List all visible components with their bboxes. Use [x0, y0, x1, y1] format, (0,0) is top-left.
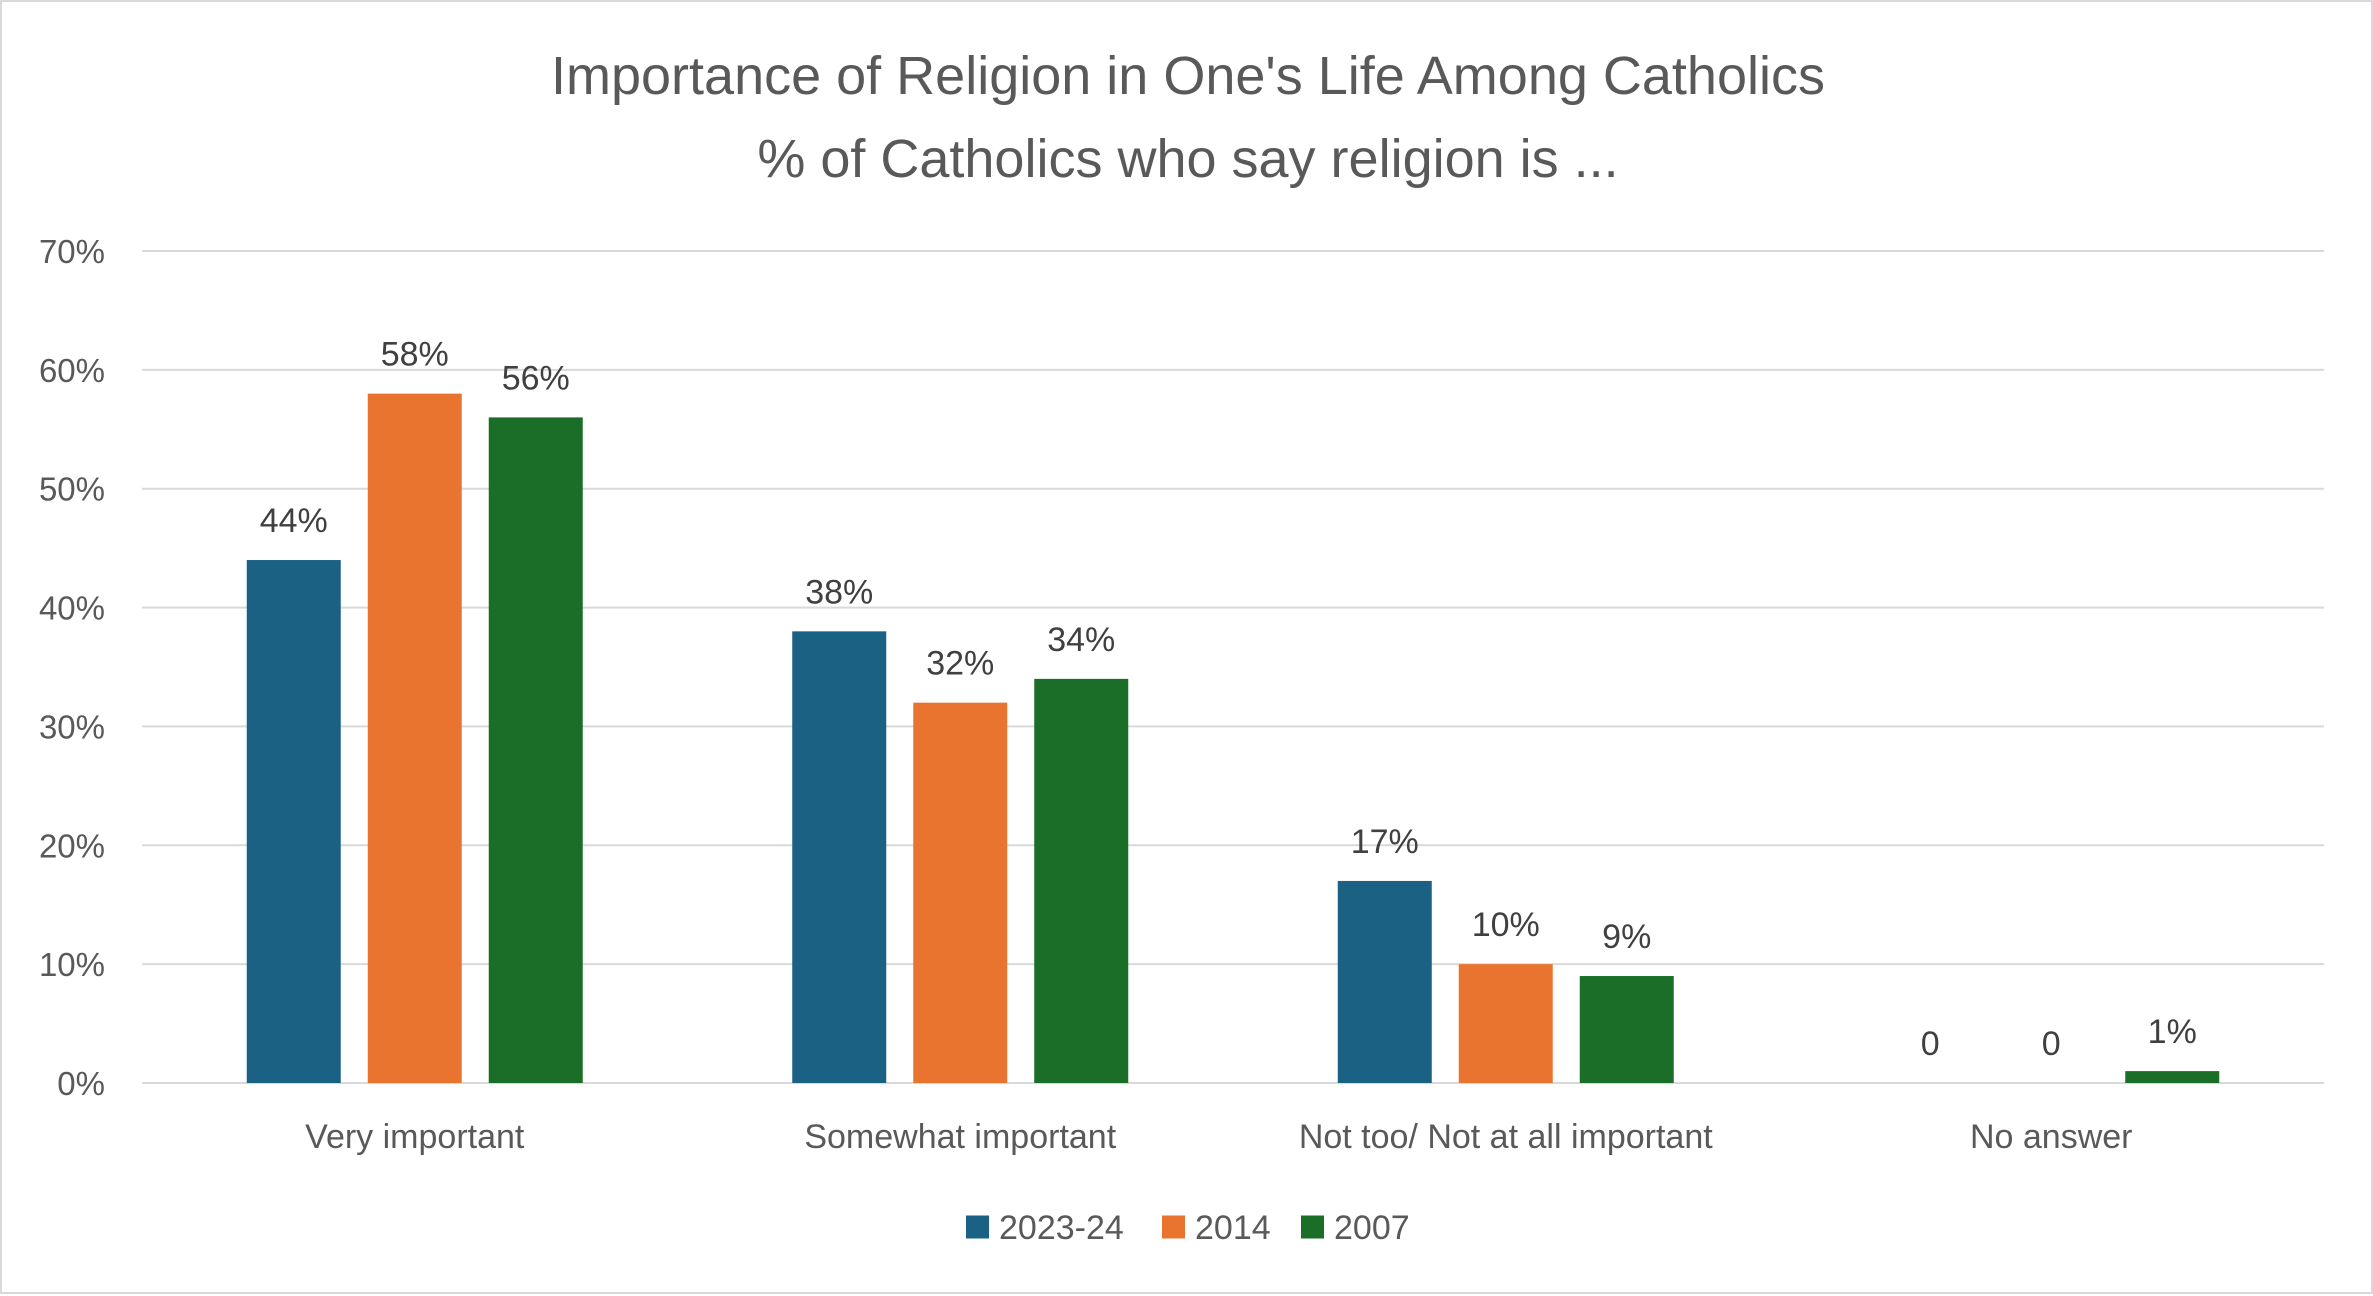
- y-tick-label: 20%: [39, 827, 105, 864]
- bar: [913, 702, 1008, 1083]
- legend-swatch: [1162, 1215, 1185, 1239]
- data-labels: 44% 58% 56% 38% 32% 34% 17% 10% 9% 0 0 1%: [260, 336, 2197, 1063]
- x-category-label: Somewhat important: [804, 1118, 1116, 1156]
- bar: [367, 393, 462, 1084]
- data-label: 1%: [2148, 1013, 2197, 1051]
- y-tick-label: 0%: [57, 1065, 105, 1102]
- y-tick-label: 30%: [39, 708, 105, 745]
- legend-label: 2023-24: [999, 1209, 1124, 1247]
- data-label: 58%: [381, 336, 449, 374]
- x-axis-categories: Very important Somewhat important Not too/…: [305, 1118, 2132, 1156]
- data-label: 17%: [1351, 823, 1419, 861]
- y-axis-ticks: 0% 10% 20% 30% 40% 50% 60% 70%: [39, 233, 105, 1102]
- bars: [246, 393, 2220, 1084]
- bar: [488, 417, 583, 1083]
- x-category-label: Not too/ Not at all important: [1299, 1118, 1713, 1156]
- x-category-label: Very important: [305, 1118, 525, 1156]
- y-tick-label: 60%: [39, 352, 105, 389]
- bar: [1034, 678, 1129, 1083]
- legend: 2023-24 2014 2007: [966, 1209, 1410, 1247]
- bar: [246, 560, 341, 1083]
- data-label: 44%: [260, 502, 328, 540]
- y-tick-label: 50%: [39, 471, 105, 508]
- bar: [1579, 976, 1674, 1083]
- gridlines: [142, 250, 2324, 1084]
- legend-swatch: [1301, 1215, 1324, 1239]
- chart-title: Importance of Religion in One's Life Amo…: [551, 46, 1825, 106]
- data-label: 0: [1921, 1025, 1940, 1063]
- data-label: 32%: [926, 645, 994, 683]
- bar: [792, 631, 887, 1083]
- data-label: 0: [2042, 1025, 2061, 1063]
- bar: [2125, 1071, 2220, 1083]
- chart-subtitle: % of Catholics who say religion is ...: [757, 129, 1618, 189]
- bar: [1337, 880, 1432, 1083]
- bar: [1458, 964, 1553, 1083]
- y-tick-label: 70%: [39, 233, 105, 270]
- data-label: 56%: [502, 359, 570, 397]
- legend-label: 2007: [1334, 1209, 1410, 1247]
- data-label: 10%: [1472, 906, 1540, 944]
- y-tick-label: 10%: [39, 946, 105, 983]
- y-tick-label: 40%: [39, 590, 105, 627]
- legend-swatch: [966, 1215, 989, 1239]
- legend-label: 2014: [1195, 1209, 1271, 1247]
- x-category-label: No answer: [1970, 1118, 2133, 1156]
- data-label: 38%: [805, 573, 873, 611]
- data-label: 34%: [1047, 621, 1115, 659]
- data-label: 9%: [1602, 918, 1651, 956]
